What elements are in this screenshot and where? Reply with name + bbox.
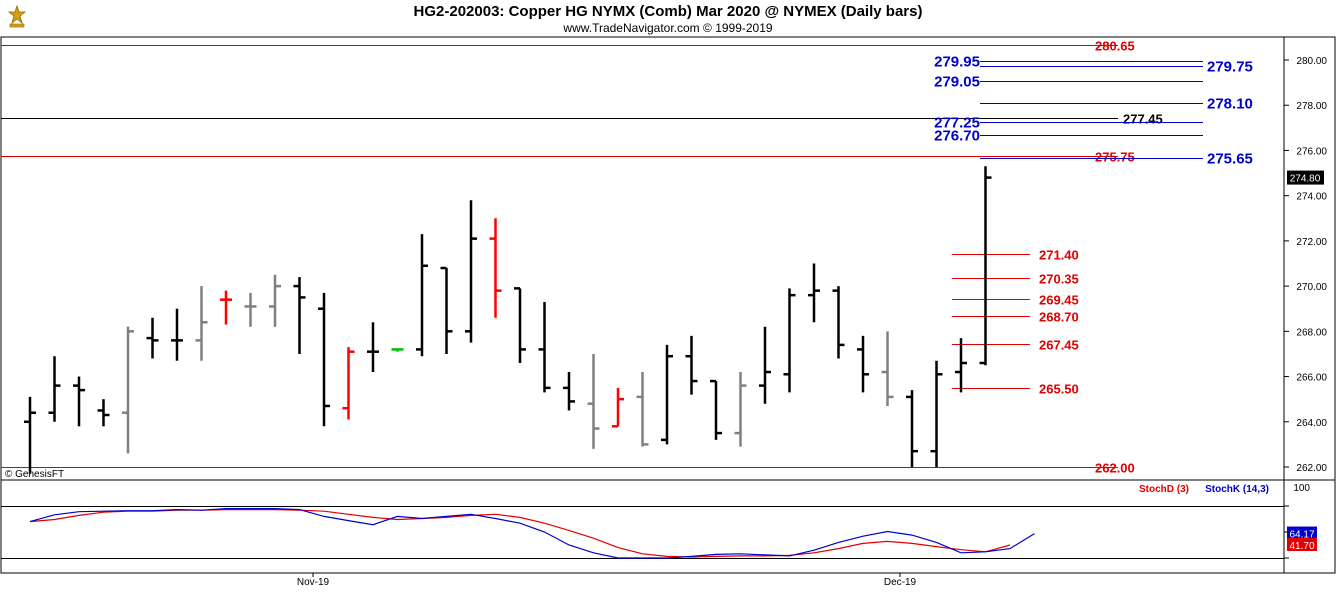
legend-stochk: StochK (14,3) (1205, 484, 1269, 495)
price-bar (416, 234, 428, 357)
price-bar (97, 399, 110, 427)
level-label: 275.75 (1095, 150, 1135, 165)
price-bar (146, 317, 159, 359)
level-label: 277.25 (934, 115, 980, 132)
price-bar (465, 200, 477, 343)
level-label: 279.05 (934, 74, 980, 91)
price-tick-label: 278.00 (1296, 101, 1327, 112)
price-bar (440, 266, 453, 354)
price-bar (759, 326, 771, 404)
chart-title: HG2-202003: Copper HG NYMX (Comb) Mar 20… (413, 3, 923, 20)
price-bar (906, 390, 918, 467)
price-bar (734, 372, 747, 447)
price-bar (563, 372, 575, 411)
price-bar (318, 292, 330, 427)
stochk-value-tag: 64.17 (1289, 530, 1314, 541)
stochastic-lines: StochD (3) StochK (14,3) (1, 484, 1284, 559)
price-axis-ticks: 280.00 278.00 276.00 274.00 272.00 270.00 268.… (1284, 56, 1327, 474)
stochd-value-tag: 41.70 (1289, 541, 1314, 552)
level-label: 275.65 (1207, 151, 1253, 168)
price-tick-label: 274.00 (1296, 192, 1327, 203)
price-bar (661, 344, 673, 445)
price-bar (367, 322, 379, 373)
price-bar (220, 290, 232, 325)
price-bar (342, 347, 355, 420)
watermark: © GenesisFT (5, 469, 64, 480)
level-label: 265.50 (1039, 382, 1079, 397)
stoch-axis-panel (1283, 479, 1336, 574)
last-price-tag: 274.80 (1290, 174, 1321, 185)
level-label: 279.95 (934, 54, 980, 71)
price-bar (587, 353, 600, 449)
price-bar (808, 263, 820, 323)
price-bar (881, 331, 894, 406)
price-bar (171, 308, 183, 361)
price-levels: 280.65 277.45 275.75 262.00 279.95 279.75 279.… (1, 39, 1253, 476)
price-bar (244, 292, 257, 327)
price-bar (955, 338, 967, 393)
price-bars (24, 166, 992, 474)
price-tick-label: 272.00 (1296, 237, 1327, 248)
price-bar (293, 277, 306, 354)
price-bar (710, 379, 722, 440)
price-bar (122, 326, 134, 454)
price-tick-label: 266.00 (1296, 373, 1327, 384)
price-bar (269, 274, 281, 327)
chart-subtitle: www.TradeNavigator.com © 1999-2019 (563, 21, 773, 35)
price-tick-label: 280.00 (1296, 56, 1327, 67)
level-label: 268.70 (1039, 310, 1079, 325)
price-tick-label: 262.00 (1296, 463, 1327, 474)
stoch-tick-label: 100 (1293, 483, 1310, 494)
price-bar (48, 356, 61, 422)
level-label: 262.00 (1095, 461, 1135, 476)
price-bar (612, 387, 624, 428)
level-label: 277.45 (1123, 112, 1163, 127)
price-bar (489, 218, 502, 318)
level-label: 276.70 (934, 128, 980, 145)
stochk-line (29, 508, 1035, 559)
price-bar (514, 287, 526, 363)
level-label: 280.65 (1095, 39, 1135, 54)
price-bar (391, 348, 404, 352)
price-bar (636, 372, 649, 447)
time-axis-label: Nov-19 (297, 577, 330, 588)
price-bar (24, 396, 36, 474)
level-label: 270.35 (1039, 272, 1079, 287)
price-bar (857, 335, 869, 393)
price-tick-label: 270.00 (1296, 282, 1327, 293)
level-label: 269.45 (1039, 293, 1079, 308)
time-axis-label: Dec-19 (884, 577, 917, 588)
price-axis-panel (1283, 36, 1336, 481)
price-bar (73, 376, 85, 427)
price-tick-label: 276.00 (1296, 146, 1327, 157)
price-tick-label: 264.00 (1296, 418, 1327, 429)
price-bar (930, 360, 943, 467)
price-tick-label: 268.00 (1296, 327, 1327, 338)
level-label: 271.40 (1039, 248, 1079, 263)
price-bar (538, 301, 551, 393)
logo-icon (4, 4, 30, 30)
price-bar (195, 286, 208, 361)
price-bar (832, 286, 845, 359)
legend-stochd: StochD (3) (1139, 484, 1189, 495)
level-label: 279.75 (1207, 59, 1253, 76)
time-axis-labels: Nov-19 Dec-19 (297, 573, 917, 588)
level-label: 267.45 (1039, 338, 1079, 353)
price-bar (685, 335, 698, 395)
stoch-panel-border (0, 479, 1285, 574)
level-label: 278.10 (1207, 96, 1253, 113)
price-bar (783, 288, 796, 393)
price-bar (979, 166, 992, 366)
